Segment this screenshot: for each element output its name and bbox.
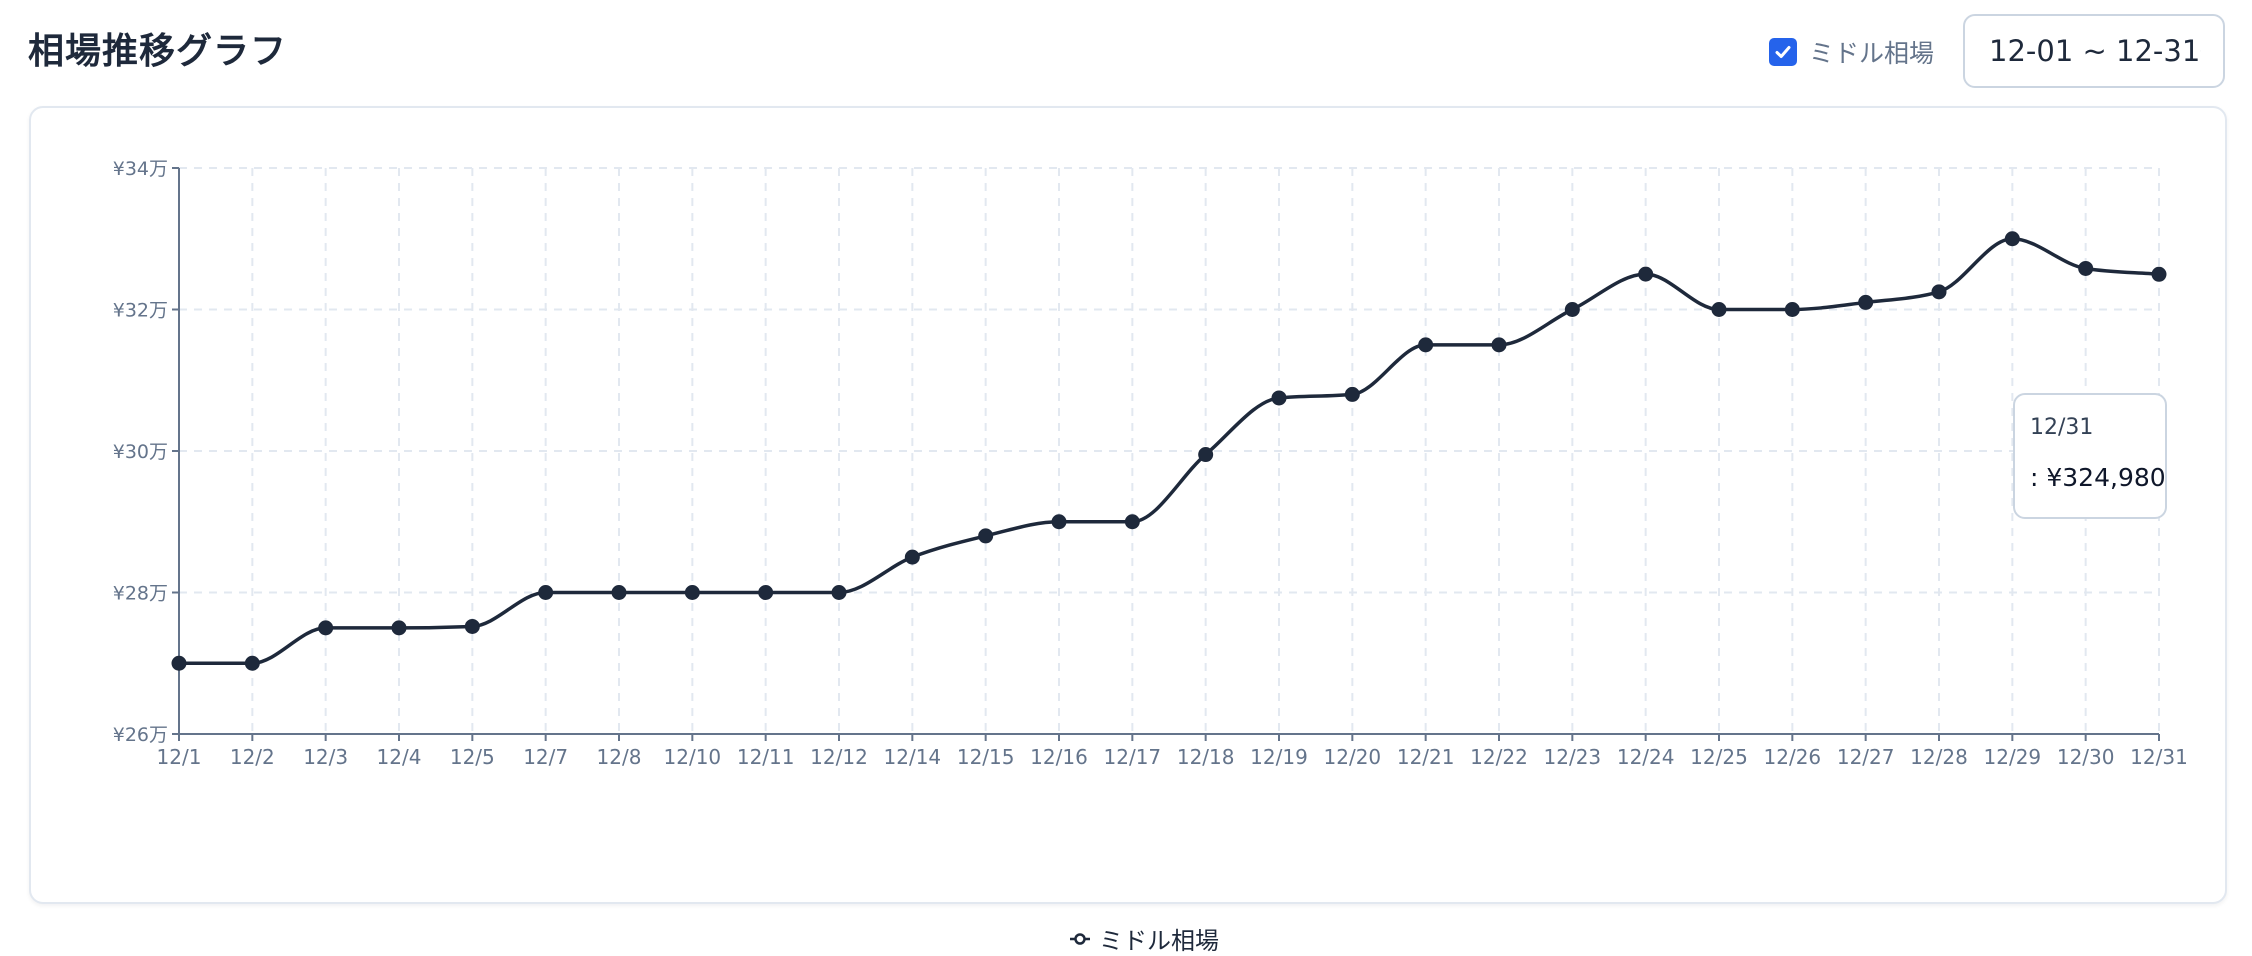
data-point [464, 618, 480, 634]
x-tick-label: 12/5 [450, 745, 495, 769]
x-tick-label: 12/27 [1837, 745, 1895, 769]
chevron-down-icon [2200, 50, 2201, 52]
data-point [1344, 386, 1360, 402]
x-tick-label: 12/4 [377, 745, 422, 769]
data-point [2004, 231, 2020, 247]
data-point [758, 585, 774, 600]
x-tick-label: 12/31 [2130, 745, 2188, 769]
middle-price-checkbox[interactable] [1769, 38, 1797, 66]
x-tick-label: 12/18 [1177, 745, 1235, 769]
tooltip-date: 12/31 [2030, 415, 2094, 440]
y-tick-label: ¥26万 [113, 724, 168, 746]
y-tick-label: ¥30万 [113, 441, 168, 463]
data-point [538, 585, 554, 600]
data-point [611, 585, 627, 600]
data-point [1051, 514, 1067, 530]
data-point [1271, 390, 1287, 406]
data-point [2151, 266, 2167, 282]
x-tick-label: 12/17 [1104, 745, 1162, 769]
data-point [1784, 302, 1800, 317]
data-point [171, 655, 187, 671]
legend-label: ミドル相場 [1099, 927, 1219, 955]
x-tick-label: 12/26 [1764, 745, 1822, 769]
x-tick-label: 12/1 [157, 745, 202, 769]
data-point [978, 528, 994, 544]
x-tick-label: 12/8 [597, 745, 642, 769]
legend-line-dot-icon [1070, 932, 1090, 945]
data-point [684, 585, 700, 600]
checkmark-icon [1775, 46, 1791, 58]
data-point [318, 620, 334, 636]
x-tick-label: 12/11 [737, 745, 795, 769]
data-point [1124, 514, 1140, 530]
x-tick-label: 12/28 [1910, 745, 1968, 769]
price-trend-chart: ¥26万 ¥28万 ¥30万 ¥32万 ¥34万 12/1 12/2 12/3 12/4 12/5… [113, 158, 2188, 769]
x-tick-label: 12/22 [1470, 745, 1528, 769]
data-point [1564, 302, 1580, 317]
chart-tooltip: 12/31 : ¥324,980 [2013, 393, 2167, 519]
tooltip-value: : ¥324,980 [2030, 463, 2166, 492]
data-point [391, 620, 407, 636]
middle-price-toggle[interactable]: ミドル相場 [1769, 34, 1934, 70]
x-tick-label: 12/25 [1690, 745, 1748, 769]
data-point [244, 655, 260, 671]
data-point [1858, 294, 1874, 310]
x-tick-label: 12/12 [810, 745, 868, 769]
x-tick-label: 12/10 [664, 745, 722, 769]
x-tick-label: 12/21 [1397, 745, 1455, 769]
x-tick-label: 12/15 [957, 745, 1015, 769]
data-point [1931, 284, 1947, 300]
data-point [1418, 337, 1434, 353]
y-tick-label: ¥28万 [113, 583, 168, 605]
x-tick-label: 12/29 [1984, 745, 2042, 769]
x-tick-label: 12/16 [1030, 745, 1088, 769]
series-line-middle-price [179, 236, 2160, 666]
x-tick-label: 12/23 [1544, 745, 1602, 769]
data-point [1491, 337, 1507, 353]
x-tick-label: 12/20 [1324, 745, 1382, 769]
data-point [1711, 302, 1727, 317]
data-point [2078, 260, 2094, 276]
data-point [831, 585, 847, 600]
data-point [1198, 447, 1214, 463]
x-tick-label: 12/30 [2057, 745, 2115, 769]
page-title: 相場推移グラフ [28, 31, 288, 72]
x-tick-label: 12/14 [884, 745, 942, 769]
x-tick-label: 12/7 [523, 745, 568, 769]
y-tick-label: ¥34万 [113, 158, 168, 180]
x-tick-label: 12/3 [303, 745, 348, 769]
y-tick-label: ¥32万 [113, 300, 168, 322]
data-point [904, 549, 920, 565]
chart-legend[interactable]: ミドル相場 [1069, 921, 1219, 956]
x-tick-label: 12/24 [1617, 745, 1675, 769]
x-tick-label: 12/2 [230, 745, 275, 769]
date-range-select[interactable]: 12-01 ~ 12-31 [1963, 14, 2225, 88]
chart-card: ¥26万 ¥28万 ¥30万 ¥32万 ¥34万 12/1 12/2 12/3 12/4 12/5… [29, 106, 2227, 955]
middle-price-toggle-label: ミドル相場 [1809, 39, 1935, 68]
date-range-value: 12-01 ~ 12-31 [1989, 34, 2201, 68]
data-point [1638, 266, 1654, 282]
x-tick-label: 12/19 [1250, 745, 1308, 769]
